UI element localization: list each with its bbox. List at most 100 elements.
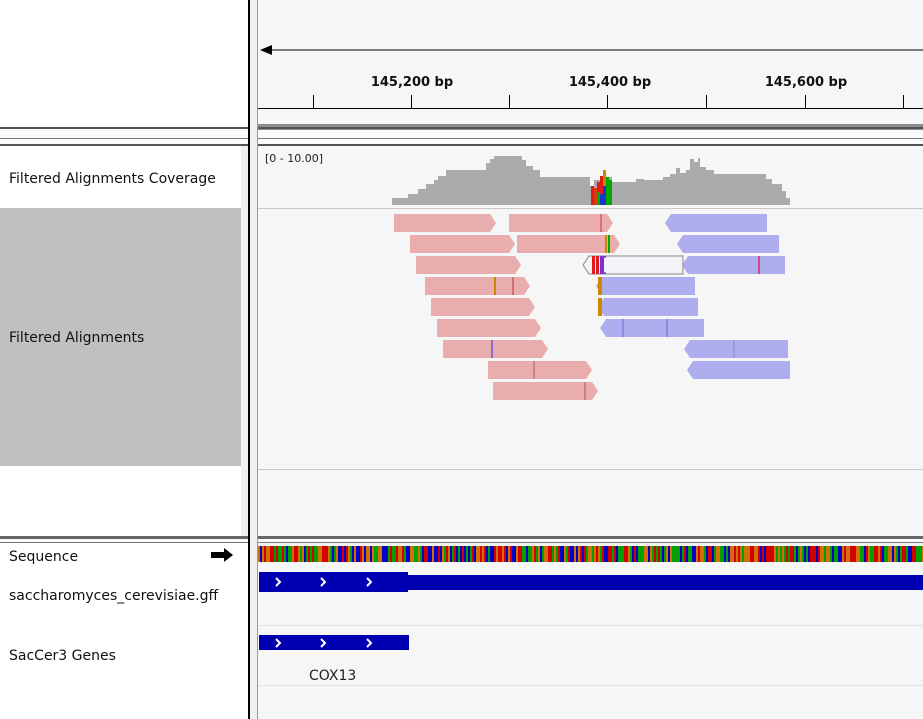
panel-divider-data-top[interactable] — [0, 144, 923, 146]
sequence-base — [458, 546, 460, 562]
gene-strand-chevrons — [275, 638, 373, 648]
sequence-base — [824, 546, 826, 562]
sequence-base — [444, 546, 446, 562]
ruler-name-area — [0, 0, 249, 130]
sequence-base — [646, 546, 648, 562]
sequence-base — [854, 546, 856, 562]
sequence-base — [816, 546, 818, 562]
track-name-genes[interactable]: SacCer3 Genes — [9, 648, 116, 664]
sequence-base — [562, 546, 564, 562]
sequence-base — [290, 546, 292, 562]
read-mismatch — [622, 319, 624, 337]
sequence-base — [402, 546, 404, 562]
sequence-base — [330, 546, 332, 562]
sequence-base — [794, 546, 796, 562]
read-mismatch — [605, 235, 607, 253]
sequence-base — [834, 546, 836, 562]
sequence-base — [620, 546, 622, 562]
sequence-base — [910, 546, 912, 562]
data-track-svg — [258, 156, 923, 470]
track-name-alignments-selected[interactable] — [0, 208, 241, 466]
sequence-base — [660, 546, 662, 562]
track-name-coverage[interactable]: Filtered Alignments Coverage — [9, 171, 216, 187]
alignment-read — [687, 361, 790, 379]
data-track-area[interactable] — [258, 146, 923, 536]
sequence-base — [578, 546, 580, 562]
gene-label[interactable]: COX13 — [309, 668, 357, 684]
sequence-base — [350, 546, 352, 562]
sequence-base — [714, 546, 716, 562]
sequence-base — [790, 546, 792, 562]
sequence-base — [676, 546, 678, 562]
sequence-base — [664, 546, 666, 562]
sequence-base — [836, 546, 838, 562]
read-mismatch — [600, 214, 602, 232]
track-name-alignments[interactable]: Filtered Alignments — [9, 330, 145, 346]
sequence-base — [460, 546, 462, 562]
sequence-base — [594, 546, 596, 562]
sequence-base — [362, 546, 364, 562]
sequence-base — [914, 546, 916, 562]
genes-track-divider — [258, 685, 923, 686]
sequence-base — [474, 546, 476, 562]
sequence-strand-arrow-icon[interactable] — [210, 547, 234, 563]
ruler-data-area[interactable] — [258, 0, 923, 125]
sequence-base — [396, 546, 398, 562]
sequence-base — [536, 546, 538, 562]
name-panel-divider[interactable] — [248, 0, 250, 719]
sequence-base — [674, 546, 676, 562]
sequence-base — [322, 546, 324, 562]
sequence-base — [710, 546, 712, 562]
sequence-base — [752, 546, 754, 562]
sequence-base — [770, 546, 772, 562]
sequence-base — [750, 546, 752, 562]
sequence-base — [856, 546, 858, 562]
coverage-mismatch-bar — [597, 192, 600, 205]
sequence-base — [886, 546, 888, 562]
sequence-base — [570, 546, 572, 562]
sequence-base — [776, 546, 778, 562]
sequence-base — [798, 546, 800, 562]
sequence-base — [696, 546, 698, 562]
sequence-base — [888, 546, 890, 562]
sequence-base — [768, 546, 770, 562]
sequence-base — [374, 546, 376, 562]
sequence-base — [452, 546, 454, 562]
sequence-base — [378, 546, 380, 562]
feature-name-panel — [0, 543, 249, 719]
track-name-sequence[interactable]: Sequence — [9, 549, 79, 565]
sequence-base — [668, 546, 670, 562]
panel-divider-top[interactable] — [0, 127, 923, 129]
sequence-base — [556, 546, 558, 562]
sequence-base — [258, 546, 260, 562]
sequence-base — [360, 546, 362, 562]
panel-divider-feature[interactable] — [0, 536, 923, 539]
alignment-read — [431, 298, 535, 316]
panel-gap — [0, 130, 923, 144]
sequence-base — [520, 546, 522, 562]
sequence-base — [462, 546, 464, 562]
read-mismatch — [584, 382, 586, 400]
sequence-base — [512, 546, 514, 562]
sequence-base — [898, 546, 900, 562]
sequence-base — [440, 546, 442, 562]
sequence-base — [702, 546, 704, 562]
sequence-base — [530, 546, 532, 562]
sequence-base — [484, 546, 486, 562]
coverage-mismatch-bar — [609, 180, 612, 205]
sequence-base — [262, 546, 264, 562]
sequence-base — [434, 546, 436, 562]
coverage-mismatch-bar — [603, 186, 606, 205]
sequence-base — [692, 546, 694, 562]
sequence-base — [552, 546, 554, 562]
sequence-base — [306, 546, 308, 562]
sequence-base — [728, 546, 730, 562]
sequence-base — [586, 546, 588, 562]
track-name-gff[interactable]: saccharomyces_cerevisiae.gff — [9, 588, 219, 604]
ruler-svg — [258, 45, 923, 109]
sequence-base — [492, 546, 494, 562]
sequence-base — [464, 546, 466, 562]
sequence-base — [656, 546, 658, 562]
panel-gap-line — [0, 138, 923, 139]
sequence-base — [540, 546, 542, 562]
